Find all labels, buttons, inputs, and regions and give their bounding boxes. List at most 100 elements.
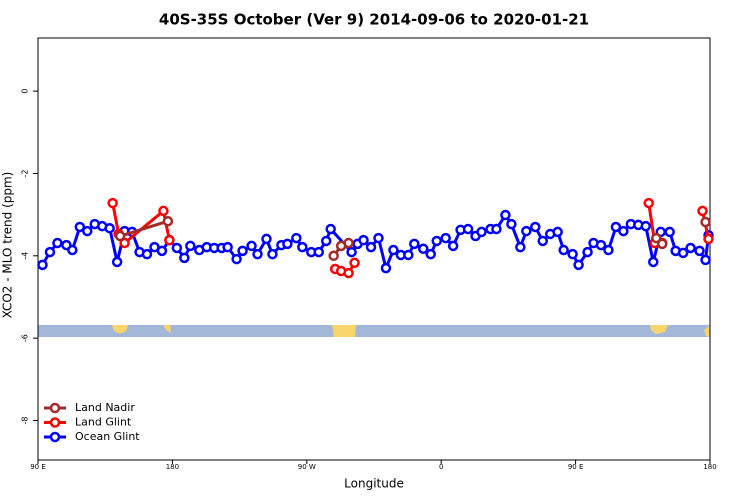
point (237, 245, 248, 257)
point (261, 233, 272, 245)
point (530, 221, 541, 233)
x-tick-label: 90 E (568, 463, 584, 471)
point (697, 205, 708, 217)
series (114, 215, 711, 262)
point (343, 267, 354, 279)
point (552, 226, 563, 238)
point (107, 197, 118, 209)
point (700, 254, 711, 266)
land-blob (650, 325, 668, 334)
point (573, 259, 584, 271)
point (346, 246, 357, 258)
point (500, 209, 511, 221)
point (685, 242, 696, 254)
chart-title: 40S-35S October (Ver 9) 2014-09-06 to 20… (159, 11, 589, 29)
point (656, 238, 668, 250)
point (515, 241, 526, 253)
series (107, 197, 714, 279)
point (114, 230, 126, 242)
point (440, 232, 451, 244)
y-tick-label: -8 (21, 416, 30, 424)
x-axis-label: Longitude (344, 477, 404, 491)
y-tick-label: -2 (21, 169, 30, 177)
land-blob (112, 325, 128, 334)
point (111, 256, 123, 268)
point (664, 226, 675, 238)
point (521, 225, 532, 237)
point (52, 237, 63, 249)
point (282, 238, 293, 250)
land-mask (38, 325, 710, 337)
point (373, 232, 384, 244)
x-tick-label: 90 W (298, 463, 316, 471)
series (37, 209, 714, 274)
land-blob (163, 325, 171, 333)
point (425, 248, 436, 260)
x-tick-label: 0 (439, 463, 443, 471)
point (44, 246, 56, 258)
point (567, 248, 578, 260)
point (162, 215, 174, 227)
point (582, 246, 593, 258)
point (291, 232, 302, 244)
point (643, 197, 655, 209)
x-tick-label: 180 (166, 463, 179, 471)
legend-label: Land Nadir (75, 401, 135, 414)
point (403, 249, 414, 261)
point (74, 221, 86, 233)
point (700, 216, 711, 228)
point (313, 246, 324, 258)
point (358, 234, 369, 246)
point (343, 237, 354, 249)
point (231, 253, 242, 265)
point (610, 221, 622, 233)
point (640, 220, 652, 232)
x-tick-label: 180 (703, 463, 716, 471)
point (603, 244, 614, 256)
plot-frame (37, 37, 711, 461)
point (119, 237, 130, 249)
point (179, 252, 190, 264)
point (694, 245, 705, 257)
point (252, 248, 263, 260)
point (648, 256, 659, 268)
point (431, 235, 442, 247)
point (365, 241, 377, 253)
ocean-strip (38, 325, 710, 337)
point (703, 233, 714, 245)
point (267, 248, 278, 260)
point (537, 235, 548, 247)
point (320, 235, 332, 247)
point (328, 250, 339, 262)
y-tick-label: -4 (21, 252, 30, 260)
point (349, 257, 360, 269)
point (558, 244, 569, 256)
point (82, 225, 93, 237)
legend-marker (49, 431, 61, 443)
point (104, 222, 115, 234)
land-blob (332, 325, 356, 337)
y-axis-label: XCO2 - MLO trend (ppm) (1, 172, 15, 319)
point (409, 238, 420, 250)
legend-label: Ocean Glint (75, 430, 140, 443)
point (418, 243, 429, 255)
point (380, 262, 392, 274)
point (171, 242, 183, 254)
land-blob (704, 325, 710, 337)
x-tick-label: 90 E (30, 463, 46, 471)
legend-marker (49, 402, 61, 414)
point (650, 232, 662, 244)
legend-label: Land Glint (75, 416, 132, 429)
point (297, 241, 308, 253)
y-tick-label: -6 (21, 334, 30, 342)
point (677, 247, 689, 259)
legend-marker (49, 417, 61, 428)
point (325, 223, 336, 235)
point (447, 240, 459, 252)
point (618, 225, 629, 237)
point (506, 218, 517, 230)
point (476, 226, 487, 238)
point (164, 234, 175, 246)
point (388, 244, 399, 256)
